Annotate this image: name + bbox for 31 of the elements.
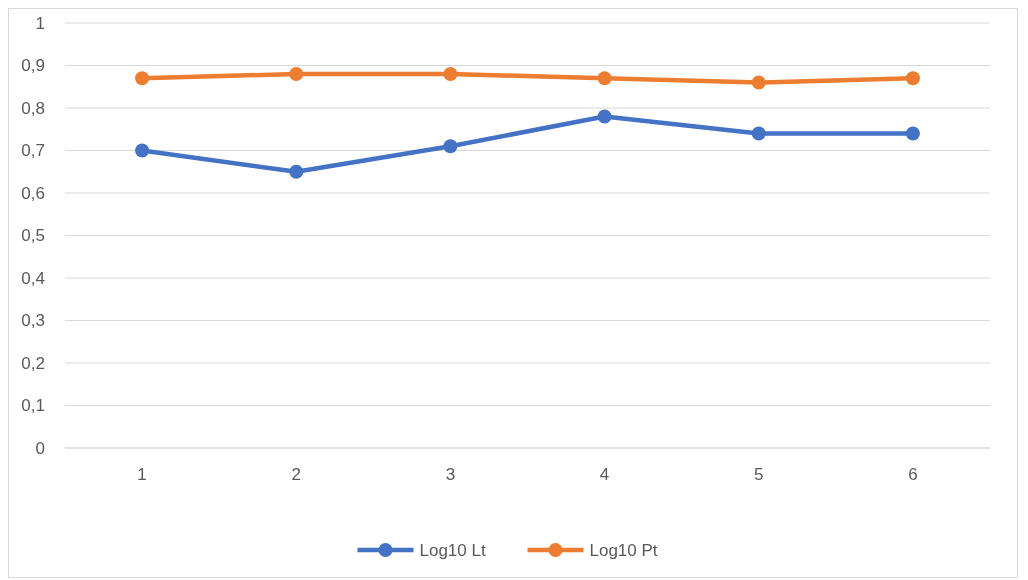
x-tick-label: 2: [291, 465, 301, 484]
y-tick-label: 0,9: [21, 56, 45, 76]
y-tick-label: 0: [35, 438, 45, 458]
y-tick-label: 1: [35, 13, 45, 33]
x-tick-label: 3: [445, 465, 456, 484]
point: [751, 126, 766, 141]
y-tick-label: 0,2: [21, 353, 45, 373]
point: [443, 139, 458, 154]
legend-label: Log10 Lt: [419, 540, 486, 560]
y-tick-label: 0,4: [21, 268, 45, 288]
point: [905, 71, 920, 86]
x-tick-label: 1: [137, 465, 147, 484]
point: [597, 71, 612, 86]
point: [443, 67, 458, 81]
point: [597, 109, 612, 124]
y-tick-label: 0,1: [21, 396, 45, 416]
point: [289, 67, 304, 81]
y-tick-label: 0,8: [21, 98, 45, 118]
y-tick-label: 0,3: [21, 311, 45, 331]
y-tick-label: 0,5: [21, 226, 45, 246]
point: [135, 71, 150, 86]
point: [135, 143, 150, 158]
legend-label: Log10 Pt: [589, 540, 658, 560]
x-tick-label: 5: [754, 465, 764, 484]
x-tick-label: 6: [908, 465, 918, 484]
point: [751, 75, 766, 90]
y-tick-label: 0,7: [21, 141, 45, 161]
y-tick-label: 0,6: [21, 183, 45, 203]
point: [289, 164, 304, 179]
x-tick-label: 4: [599, 465, 610, 484]
point: [905, 126, 920, 141]
